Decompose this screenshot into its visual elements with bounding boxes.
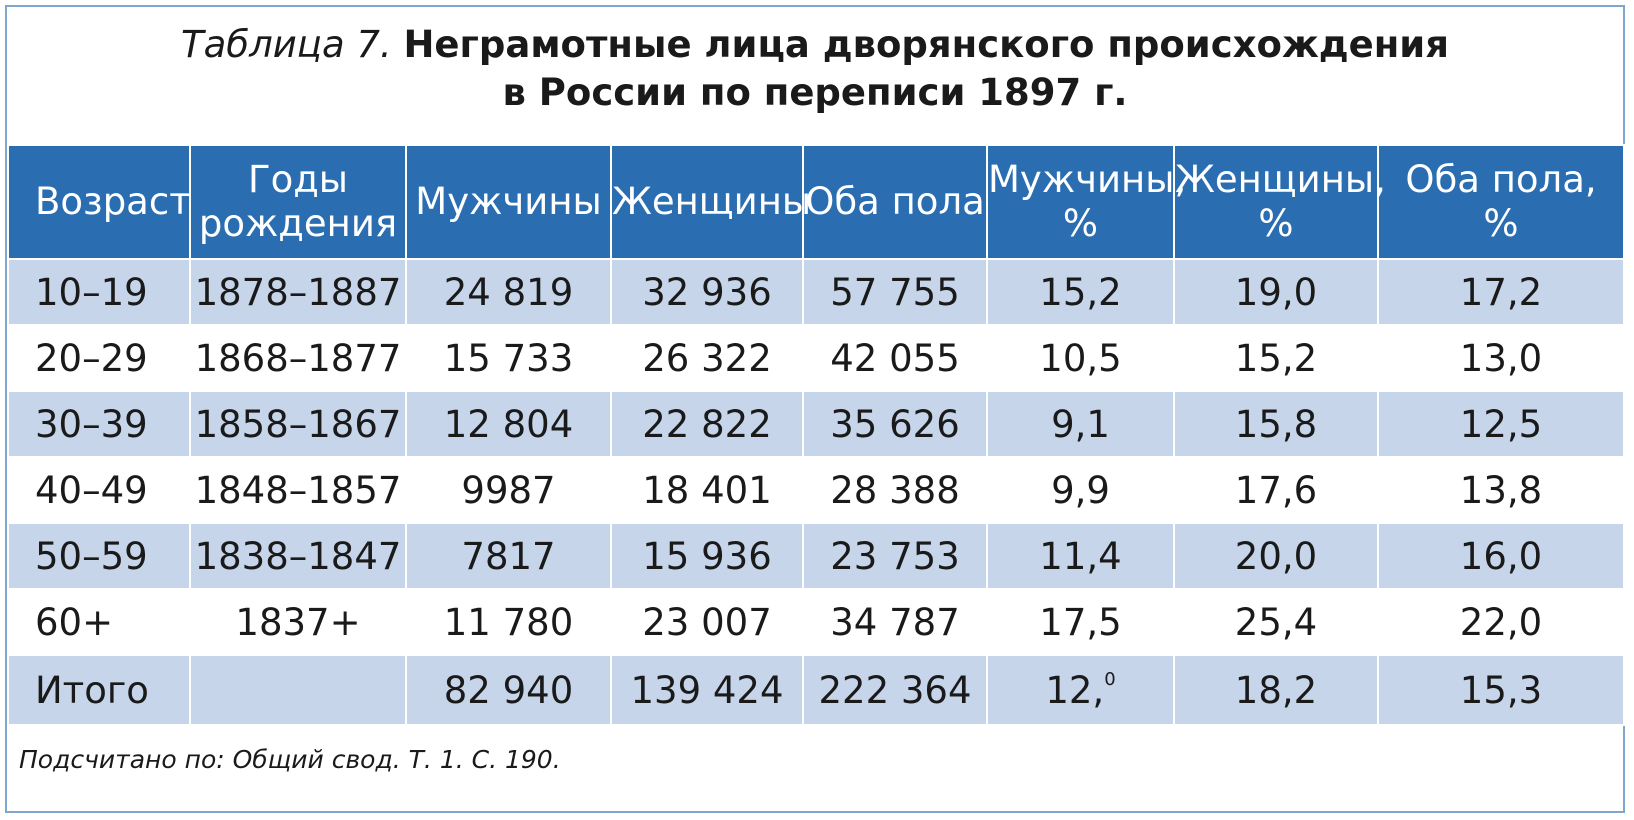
table-body: 10–19 1878–1887 24 819 32 936 57 755 15,2 19,0… [7,258,1625,726]
column-header-line: Мужчины [415,180,602,223]
column-header-line: % [1062,202,1099,245]
table-row: 10–19 1878–1887 24 819 32 936 57 755 15,2 19,0… [7,258,1625,326]
title-text-line-2: в России по переписи 1897 г. [502,71,1128,114]
data-table: Возраст Годы рождения Мужчины Женщины Оба пол… [7,144,1625,726]
total-cell: 82 940 [405,654,612,726]
table-cell: 28 388 [802,456,988,524]
table-cell: 16,0 [1377,522,1625,590]
table-cell: 15,2 [986,258,1175,326]
column-header-line: Годы [248,158,348,201]
total-cell: 15,3 [1377,654,1625,726]
table-cell: 13,0 [1377,324,1625,392]
table-cell: 19,0 [1173,258,1379,326]
column-header: Женщины,% [1173,144,1386,260]
table-cell: 12 804 [405,390,612,458]
table-cell: 60+ [7,588,191,656]
table-cell: 40–49 [7,456,191,524]
table-cell: 23 753 [802,522,988,590]
total-cell [189,654,407,726]
table-cell: 13,8 [1377,456,1625,524]
table-cell: 25,4 [1173,588,1379,656]
column-header: Годы рождения [189,144,407,260]
table-cell: 9,9 [986,456,1175,524]
total-men-pct-superscript: 0 [1104,668,1116,690]
table-cell: 30–39 [7,390,191,458]
table-cell: 1848–1857 [189,456,407,524]
column-header-line: Женщины [612,180,812,223]
total-cell: 12,0 [986,654,1175,726]
column-header-line: % [1483,202,1519,245]
total-men-pct-value: 12, [1045,668,1105,712]
table-cell: 15 936 [610,522,804,590]
table-cell: 10,5 [986,324,1175,392]
column-header-line: Оба пола [805,180,985,223]
table-cell: 15,8 [1173,390,1379,458]
table-number-label: Таблица 7. [180,23,392,66]
table-cell: 1878–1887 [189,258,407,326]
table-cell: 23 007 [610,588,804,656]
table-cell: 12,5 [1377,390,1625,458]
table-cell: 9987 [405,456,612,524]
table-cell: 22,0 [1377,588,1625,656]
total-row: Итого 82 940 139 424 222 364 12,0 18,2 15,3 [7,654,1625,726]
table-cell: 20,0 [1173,522,1379,590]
table-cell: 10–19 [7,258,191,326]
column-header: Мужчины [405,144,612,260]
table-cell: 1838–1847 [189,522,407,590]
table-frame: Таблица 7. Неграмотные лица дворянского … [5,5,1625,813]
table-cell: 26 322 [610,324,804,392]
table-cell: 42 055 [802,324,988,392]
table-cell: 15 733 [405,324,612,392]
table-cell: 11,4 [986,522,1175,590]
title-text-line-1: Неграмотные лица дворянского происхожден… [403,23,1449,66]
column-header-line: Оба пола, [1405,158,1597,201]
table-cell: 20–29 [7,324,191,392]
table-cell: 18 401 [610,456,804,524]
column-header-line: Женщины, [1175,158,1386,201]
header-row: Возраст Годы рождения Мужчины Женщины Оба пол… [7,144,1625,260]
table-cell: 22 822 [610,390,804,458]
table-cell: 7817 [405,522,612,590]
table-cell: 57 755 [802,258,988,326]
total-cell: Итого [7,654,191,726]
title-line-1: Таблица 7. Неграмотные лица дворянского … [7,21,1623,69]
column-header: Женщины [610,144,812,260]
column-header-line: % [1258,202,1294,245]
table-cell: 17,6 [1173,456,1379,524]
table-row: 30–39 1858–1867 12 804 22 822 35 626 9,1 15,8 1… [7,390,1625,458]
table-cell: 24 819 [405,258,612,326]
source-note: Подсчитано по: Общий свод. Т. 1. С. 190. [19,745,561,774]
table-cell: 17,2 [1377,258,1625,326]
table-cell: 11 780 [405,588,612,656]
column-header: Оба пола,% [1377,144,1625,260]
table-title: Таблица 7. Неграмотные лица дворянского … [7,21,1623,117]
total-cell: 18,2 [1173,654,1379,726]
table-cell: 50–59 [7,522,191,590]
table-row: 40–49 1848–1857 9987 18 401 28 388 9,9 17,6 13,… [7,456,1625,524]
table-cell: 1858–1867 [189,390,407,458]
column-header-line: Мужчины, [988,158,1187,201]
table-cell: 9,1 [986,390,1175,458]
column-header-line: рождения [198,202,398,245]
column-header: Оба пола [802,144,988,260]
table-cell: 32 936 [610,258,804,326]
column-header: Возраст [7,144,191,260]
table-cell: 15,2 [1173,324,1379,392]
total-cell: 222 364 [802,654,988,726]
table-row: 50–59 1838–1847 7817 15 936 23 753 11,4 20,0 16… [7,522,1625,590]
column-header-line: Возраст [35,180,191,223]
table-row: 20–29 1868–1877 15 733 26 322 42 055 10,5 15,2… [7,324,1625,392]
table-cell: 35 626 [802,390,988,458]
table-cell: 34 787 [802,588,988,656]
table-cell: 17,5 [986,588,1175,656]
table-row: 60+ 1837+ 11 780 23 007 34 787 17,5 25,4 22,0 [7,588,1625,656]
column-header: Мужчины,% [986,144,1187,260]
table-cell: 1837+ [189,588,407,656]
table-cell: 1868–1877 [189,324,407,392]
total-cell: 139 424 [610,654,804,726]
